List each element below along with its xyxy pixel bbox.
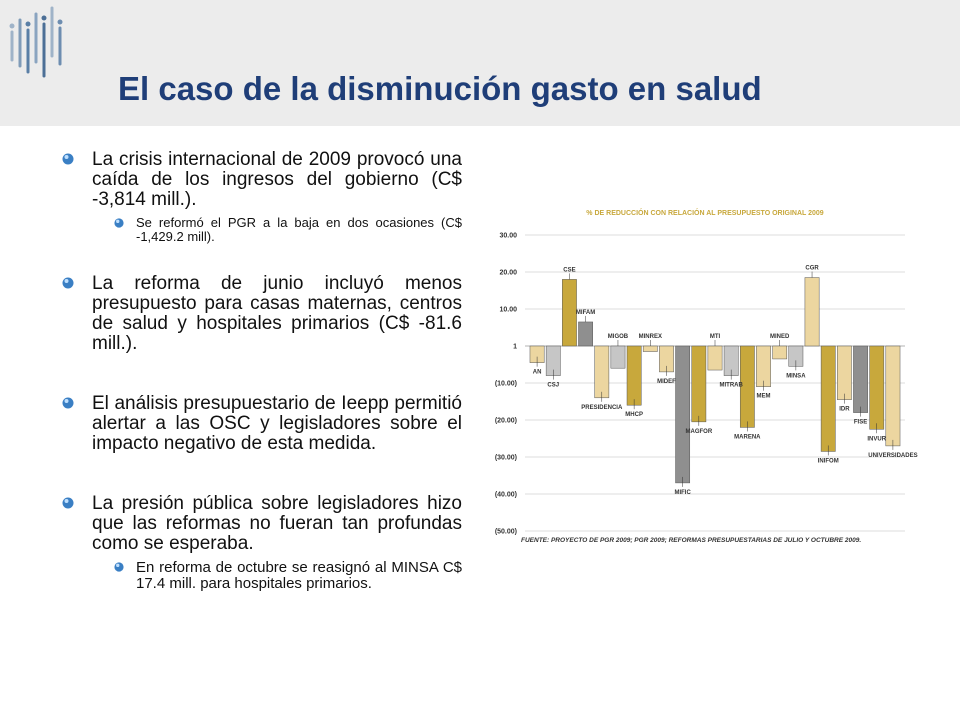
category-label: AN xyxy=(533,370,542,376)
category-label: MIGOB xyxy=(608,334,629,340)
bar xyxy=(675,345,691,484)
category-label: MINREX xyxy=(639,334,662,340)
category-label: MHCP xyxy=(625,412,643,418)
bar xyxy=(578,321,593,347)
sub-bullet-text: En reforma de octubre se reasignó al MIN… xyxy=(136,559,462,592)
bullet-text: La presión pública sobre legisladores hi… xyxy=(92,493,462,554)
bullet-item: La presión pública sobre legisladores hi… xyxy=(62,494,462,592)
category-label: MINSA xyxy=(786,373,806,379)
category-label: CSE xyxy=(563,267,575,273)
category-label: MINED xyxy=(770,334,790,340)
category-label: INIFOM xyxy=(818,458,839,464)
bullet-orb-icon xyxy=(62,277,74,289)
category-label: MTI xyxy=(710,334,721,340)
category-label: MIFIC xyxy=(674,490,691,496)
bar xyxy=(837,345,852,400)
bar xyxy=(707,345,723,371)
category-label: PRESIDENCIA xyxy=(581,405,623,411)
bar xyxy=(691,345,707,423)
bar xyxy=(853,345,868,413)
category-label: MARENA xyxy=(734,434,761,440)
bullet-orb-icon xyxy=(62,397,74,409)
sub-bullet-item: En reforma de octubre se reasignó al MIN… xyxy=(92,560,462,592)
category-label: MEM xyxy=(757,394,771,400)
bullet-text: El análisis presupuestario de Ieepp perm… xyxy=(92,393,462,454)
category-label: MAGFOR xyxy=(685,429,712,435)
bar xyxy=(642,345,658,352)
bar xyxy=(885,345,901,447)
bar xyxy=(869,345,885,430)
sub-bullet-item: Se reformó el PGR a la baja en dos ocasi… xyxy=(92,216,462,244)
bar xyxy=(772,345,788,360)
category-label: CSJ xyxy=(547,383,559,389)
category-label: CGR xyxy=(805,266,819,272)
bar xyxy=(610,345,626,369)
y-tick-label: (20.00) xyxy=(495,418,517,425)
category-label: UNIVERSIDADES xyxy=(868,453,917,459)
category-label: IDR xyxy=(839,407,850,413)
bar xyxy=(804,277,820,347)
y-tick-label: (10.00) xyxy=(495,381,517,388)
y-tick-label: (50.00) xyxy=(495,529,517,536)
slide-title: El caso de la disminución gasto en salud xyxy=(118,70,762,107)
category-label: MIFAM xyxy=(576,310,595,316)
bar xyxy=(756,345,771,387)
bar-layer xyxy=(529,277,901,484)
chart-svg: % DE REDUCCIÓN CON RELACIÓN AL PRESUPUES… xyxy=(495,208,918,544)
sub-bullet-orb-icon xyxy=(114,218,124,228)
category-label: FISE xyxy=(854,420,867,426)
bullet-orb-icon xyxy=(62,153,74,165)
y-tick-label: 10.00 xyxy=(499,307,517,314)
sub-bullet-orb-icon xyxy=(114,562,124,572)
bullet-item: La crisis internacional de 2009 provocó … xyxy=(62,150,462,244)
bar xyxy=(626,345,642,406)
bullet-orb-icon xyxy=(62,497,74,509)
y-tick-label: (30.00) xyxy=(495,455,517,462)
ieepp-logo xyxy=(9,6,63,78)
bullet-text: La reforma de junio incluyó menos presup… xyxy=(92,273,462,354)
category-label: MIDEF xyxy=(657,379,676,385)
budget-reduction-chart: % DE REDUCCIÓN CON RELACIÓN AL PRESUPUES… xyxy=(465,195,925,555)
chart-source: FUENTE: PROYECTO DE PGR 2009; PGR 2009; … xyxy=(521,537,861,544)
bar xyxy=(594,345,610,399)
y-tick-label: 30.00 xyxy=(499,233,517,240)
bullet-list: La crisis internacional de 2009 provocó … xyxy=(62,150,462,592)
grid-layer: 30.00 20.00 10.00 1 (10.00) (20.00) (30.00) (40… xyxy=(495,233,905,536)
y-tick-label: 1 xyxy=(513,344,517,351)
bullet-item: El análisis presupuestario de Ieepp perm… xyxy=(62,394,462,454)
category-label: INVUR xyxy=(867,436,886,442)
bar xyxy=(562,279,577,347)
chart-title: % DE REDUCCIÓN CON RELACIÓN AL PRESUPUES… xyxy=(586,208,823,217)
category-label: MITRAB xyxy=(720,383,744,389)
bullet-item: La reforma de junio incluyó menos presup… xyxy=(62,274,462,354)
bar xyxy=(820,345,836,452)
sub-bullet-text: Se reformó el PGR a la baja en dos ocasi… xyxy=(136,215,462,244)
label-layer: AN CSJ CSE MIFAM PRESIDENCIA MIGOB MHCP MINREX M… xyxy=(533,266,918,496)
header-band xyxy=(0,0,960,126)
bullet-text: La crisis internacional de 2009 provocó … xyxy=(92,149,462,210)
y-tick-label: (40.00) xyxy=(495,492,517,499)
y-tick-label: 20.00 xyxy=(499,270,517,277)
